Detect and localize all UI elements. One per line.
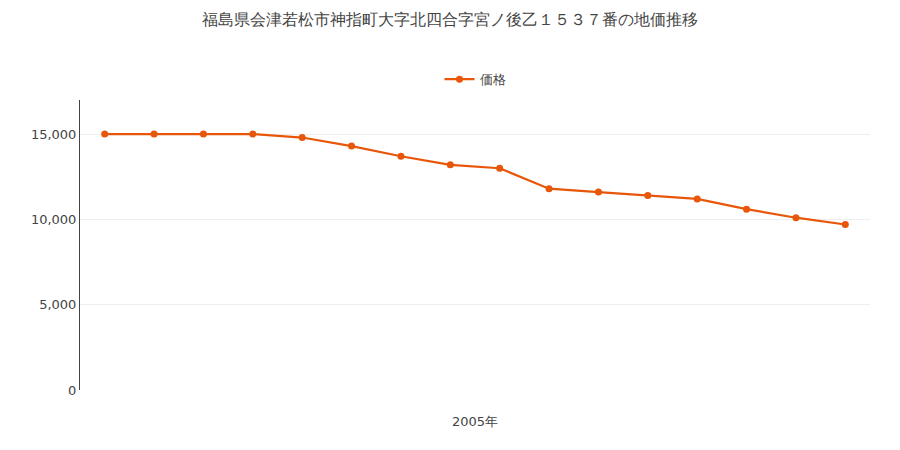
svg-text:10,000: 10,000: [31, 212, 77, 227]
svg-text:価格: 価格: [480, 72, 506, 87]
svg-text:2005年: 2005年: [452, 414, 498, 429]
svg-text:5,000: 5,000: [39, 297, 76, 312]
svg-text:福島県会津若松市神指町大字北四合字宮ノ後乙１５３７番の地価推: 福島県会津若松市神指町大字北四合字宮ノ後乙１５３７番の地価推移: [202, 10, 698, 29]
svg-text:0: 0: [68, 383, 76, 398]
svg-text:15,000: 15,000: [31, 127, 77, 142]
